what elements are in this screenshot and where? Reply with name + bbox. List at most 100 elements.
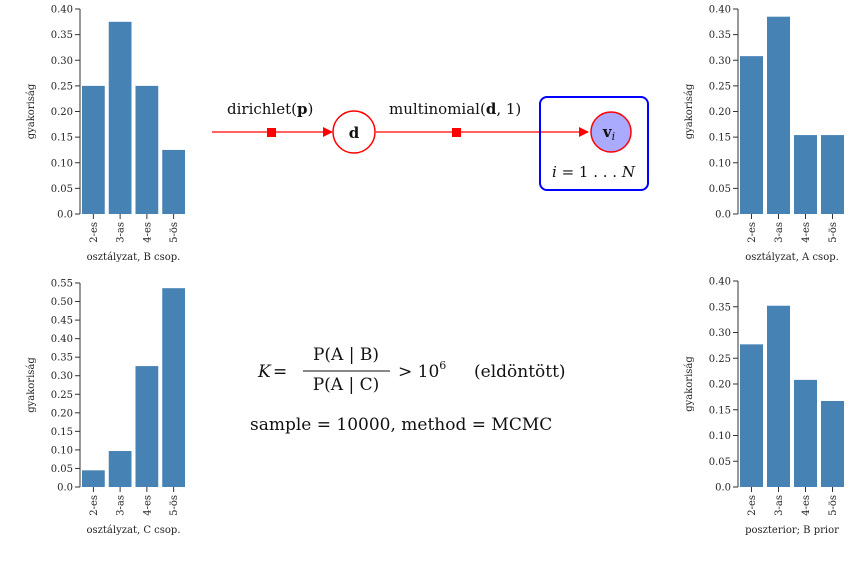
y-tick-label: 0.25 [51, 390, 73, 401]
y-tick-label: 0.35 [51, 353, 73, 364]
y-axis-label: gyakoriság [684, 83, 695, 139]
x-tick-label: 3-as [774, 495, 785, 516]
x-tick-label: 2-es [747, 222, 758, 243]
y-tick-label: 0.05 [51, 184, 73, 195]
y-tick-label: 0.0 [715, 210, 731, 221]
y-tick-label: 0.15 [51, 427, 73, 438]
bayes-factor-formula: K = P(A | B) P(A | C) > 106 (eldöntött) … [250, 345, 566, 435]
model-diagram: dirichlet(p) d multinomial(d, 1) vi i = … [212, 96, 649, 191]
y-tick-label: 0.30 [51, 56, 73, 67]
y-axis-label: gyakoriság [684, 356, 695, 412]
formula-relation: > 106 [398, 359, 446, 382]
y-tick-label: 0.15 [709, 133, 731, 144]
edge-dirichlet-label: dirichlet(p) [227, 100, 313, 118]
chart-posterior-group: 0.0 0.05 0.10 0.15 0.20 0.25 0.30 0.35 0.40 2-es 3… [684, 277, 844, 536]
bar [821, 135, 844, 214]
y-tick-label: 0.30 [51, 371, 73, 382]
bar [108, 21, 132, 214]
edge-multinomial-label: multinomial(d, 1) [389, 100, 521, 118]
y-tick-label: 0.10 [709, 158, 731, 169]
y-tick-label: 0.15 [51, 133, 73, 144]
x-axis-label: osztályzat, A csop. [745, 252, 839, 263]
y-axis-label: gyakoriság [26, 83, 37, 139]
x-tick-label: 5-ös [169, 222, 180, 243]
y-tick-label: 0.40 [709, 277, 731, 288]
bar [82, 85, 105, 214]
y-tick-label: 0.35 [709, 30, 731, 41]
x-tick-label: 4-es [142, 222, 153, 243]
bar [767, 16, 790, 214]
formula-sample-line: sample = 10000, method = MCMC [250, 415, 552, 435]
y-tick-label: 0.25 [709, 354, 731, 365]
y-tick-label: 0.40 [51, 334, 73, 345]
plate [539, 96, 649, 191]
node-d-label: d [349, 124, 360, 142]
factor-dirichlet [267, 128, 276, 137]
formula-lhs: K [257, 362, 272, 382]
bar [794, 135, 817, 214]
chart-b-group: 0.0 0.05 0.10 0.15 0.20 0.25 0.30 0.35 0.40 2-es 3… [26, 5, 185, 263]
y-tick-label: 0.35 [709, 302, 731, 313]
x-tick-label: 5-ös [169, 495, 180, 516]
bar [767, 305, 790, 487]
plate-label: i = 1 . . . N [552, 163, 636, 181]
factor-multinomial [452, 128, 461, 137]
bar [821, 400, 844, 487]
bar [82, 470, 105, 487]
x-tick-label: 4-es [801, 495, 812, 516]
y-tick-label: 0.05 [709, 457, 731, 468]
y-tick-label: 0.20 [709, 107, 731, 118]
x-tick-label: 3-as [116, 495, 127, 516]
x-axis-label: osztályzat, C csop. [86, 525, 180, 536]
node-v-label: vi [602, 123, 615, 143]
y-tick-label: 0.0 [715, 483, 731, 494]
x-tick-label: 5-ös [828, 495, 839, 516]
formula-eq: = [273, 362, 287, 382]
y-tick-label: 0.55 [51, 279, 73, 290]
y-tick-label: 0.20 [709, 380, 731, 391]
y-tick-label: 0.10 [709, 431, 731, 442]
x-tick-label: 3-as [116, 222, 127, 243]
node-v [590, 111, 632, 153]
bar [740, 344, 763, 487]
y-tick-label: 0.45 [51, 316, 73, 327]
x-tick-label: 2-es [89, 495, 100, 516]
y-tick-label: 0.0 [57, 483, 73, 494]
y-tick-label: 0.40 [709, 5, 731, 16]
chart-c-group: 0.0 0.05 0.10 0.15 0.20 0.25 0.30 0.35 0.40 0.45 0… [26, 279, 185, 536]
x-tick-label: 4-es [801, 222, 812, 243]
y-tick-label: 0.30 [709, 56, 731, 67]
bar [794, 379, 817, 487]
y-tick-label: 0.10 [51, 445, 73, 456]
y-tick-label: 0.30 [709, 328, 731, 339]
y-tick-label: 0.20 [51, 107, 73, 118]
y-tick-label: 0.20 [51, 408, 73, 419]
x-axis-label: poszterior; B prior [745, 525, 839, 536]
formula-note: (eldöntött) [474, 362, 566, 382]
y-tick-label: 0.10 [51, 158, 73, 169]
formula-numerator: P(A | B) [313, 345, 379, 365]
y-tick-label: 0.25 [709, 81, 731, 92]
x-tick-label: 4-es [142, 495, 153, 516]
bar [162, 149, 185, 214]
node-d [332, 110, 376, 154]
y-tick-label: 0.0 [57, 210, 73, 221]
y-axis-label: gyakoriság [26, 357, 37, 413]
x-axis-label: osztályzat, B csop. [87, 252, 181, 263]
bar [135, 366, 159, 487]
y-tick-label: 0.40 [51, 5, 73, 16]
x-tick-label: 3-as [774, 222, 785, 243]
y-tick-label: 0.35 [51, 30, 73, 41]
y-tick-label: 0.05 [709, 184, 731, 195]
x-tick-label: 2-es [89, 222, 100, 243]
y-tick-label: 0.05 [51, 464, 73, 475]
y-tick-label: 0.50 [51, 297, 73, 308]
x-tick-label: 2-es [747, 495, 758, 516]
chart-a-group: 0.0 0.05 0.10 0.15 0.20 0.25 0.30 0.35 0.40 2-es 3… [684, 5, 844, 263]
bar [162, 288, 185, 487]
bar [108, 451, 132, 487]
x-tick-label: 5-ös [828, 222, 839, 243]
bar [135, 85, 159, 214]
y-tick-label: 0.15 [709, 405, 731, 416]
